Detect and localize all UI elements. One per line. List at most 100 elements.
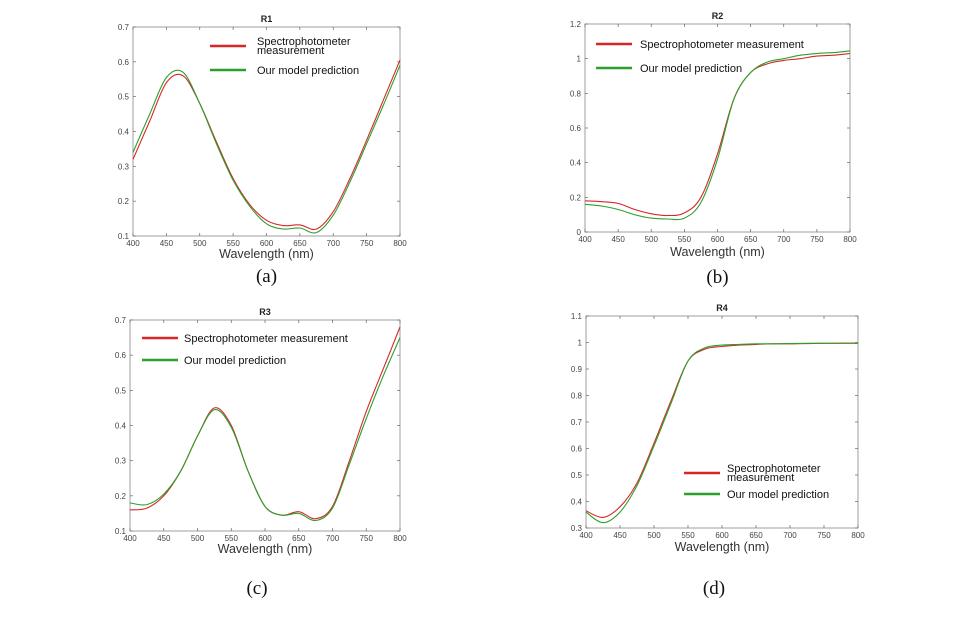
series-line-prediction — [584, 50, 851, 221]
x-tick-label: 500 — [193, 239, 207, 248]
y-tick-label: 0.6 — [571, 445, 583, 454]
y-tick-label: 0.7 — [115, 316, 127, 325]
x-tick-label: 450 — [613, 531, 627, 540]
y-tick-label: 0.4 — [571, 498, 583, 507]
y-tick-label: 0.2 — [115, 492, 127, 501]
y-tick-label: 0.5 — [118, 93, 130, 102]
x-tick-label: 600 — [258, 534, 272, 543]
x-tick-label: 750 — [360, 534, 374, 543]
x-tick-label: 450 — [157, 534, 171, 543]
x-tick-label: 500 — [647, 531, 661, 540]
x-tick-label: 700 — [327, 239, 341, 248]
y-tick-label: 0.6 — [115, 351, 127, 360]
y-tick-label: 0.7 — [118, 23, 130, 32]
x-tick-label: 550 — [681, 531, 695, 540]
chart-title: R1 — [261, 14, 273, 24]
legend-label: Spectrophotometer measurement — [640, 39, 804, 51]
legend-label: Spectrophotometer — [257, 36, 351, 48]
y-tick-label: 0.5 — [115, 386, 127, 395]
x-tick-label: 550 — [226, 239, 240, 248]
y-tick-label: 0.9 — [571, 365, 583, 374]
x-tick-label: 800 — [851, 531, 865, 540]
x-tick-label: 400 — [579, 531, 593, 540]
x-tick-label: 800 — [843, 235, 857, 244]
plot-area — [129, 319, 401, 532]
x-axis-label: Wavelength (nm) — [218, 542, 313, 556]
x-tick-label: 650 — [293, 239, 307, 248]
panel-label: (c) — [246, 578, 267, 599]
y-tick-label: 0.6 — [118, 58, 130, 67]
x-axis-label: Wavelength (nm) — [675, 540, 770, 554]
legend-label: Our model prediction — [640, 63, 742, 75]
x-axis-label: Wavelength (nm) — [670, 245, 765, 259]
series-line-prediction — [585, 342, 858, 524]
y-tick-label: 1 — [578, 339, 583, 348]
x-tick-label: 500 — [645, 235, 659, 244]
y-tick-label: 0 — [577, 228, 582, 237]
chart-title: R4 — [716, 303, 728, 313]
x-tick-label: 650 — [292, 534, 306, 543]
series-line-prediction — [129, 337, 401, 522]
legend-label: Spectrophotometer measurement — [184, 333, 348, 345]
x-tick-label: 450 — [160, 239, 174, 248]
x-tick-label: 400 — [123, 534, 137, 543]
legend-label: Our model prediction — [257, 65, 359, 77]
x-tick-label: 650 — [744, 235, 758, 244]
chart-panel-2: 400 450 500 550 600 650 700 750 800 0 0.2 0.4 0.6 0.8… — [570, 11, 857, 288]
legend-label: Spectrophotometer — [727, 463, 821, 475]
x-tick-label: 800 — [393, 534, 407, 543]
plot-area — [132, 26, 401, 237]
x-tick-label: 800 — [393, 239, 407, 248]
y-tick-label: 0.3 — [115, 457, 127, 466]
x-tick-label: 600 — [715, 531, 729, 540]
chart-panel-3: 400 450 500 550 600 650 700 750 800 0.1 0.2 0.3 0.4 0… — [115, 307, 407, 599]
y-tick-label: 1 — [577, 55, 582, 64]
y-tick-label: 0.1 — [115, 527, 127, 536]
plot-area — [584, 23, 851, 233]
legend-label: Our model prediction — [727, 489, 829, 501]
x-tick-label: 700 — [777, 235, 791, 244]
x-tick-label: 400 — [578, 235, 592, 244]
x-tick-label: 400 — [126, 239, 140, 248]
y-tick-label: 0.6 — [570, 124, 582, 133]
x-tick-label: 650 — [749, 531, 763, 540]
y-tick-label: 1.1 — [571, 312, 583, 321]
x-tick-label: 750 — [360, 239, 374, 248]
y-tick-label: 0.4 — [118, 128, 130, 137]
x-tick-label: 600 — [260, 239, 274, 248]
series-line-measurement — [584, 52, 851, 217]
x-tick-label: 550 — [678, 235, 692, 244]
y-tick-label: 0.2 — [118, 197, 130, 206]
legend-label-line2: measurement — [727, 472, 794, 484]
y-tick-label: 0.4 — [115, 422, 127, 431]
chart-title: R3 — [259, 307, 271, 317]
x-tick-label: 700 — [783, 531, 797, 540]
legend-label-line2: measurement — [257, 45, 324, 57]
panel-label: (d) — [703, 578, 725, 599]
x-tick-label: 500 — [191, 534, 205, 543]
panel-label: (b) — [706, 267, 728, 288]
y-tick-label: 0.1 — [118, 232, 130, 241]
x-tick-label: 750 — [817, 531, 831, 540]
y-tick-label: 0.3 — [571, 524, 583, 533]
x-axis-label: Wavelength (nm) — [219, 247, 314, 261]
x-tick-label: 700 — [326, 534, 340, 543]
x-tick-label: 450 — [611, 235, 625, 244]
y-tick-label: 0.4 — [570, 159, 582, 168]
legend-label: Our model prediction — [184, 355, 286, 367]
series-line-measurement — [132, 59, 401, 231]
chart-panel-4: 400 450 500 550 600 650 700 750 800 0.3 0.4 0.5 0.6 0… — [571, 303, 865, 599]
chart-panel-1: 400 450 500 550 600 650 700 750 800 0.1 0.2 0.3 0.4 0… — [118, 14, 407, 287]
chart-title: R2 — [712, 11, 724, 21]
y-tick-label: 0.8 — [570, 89, 582, 98]
y-tick-label: 0.2 — [570, 193, 582, 202]
y-tick-label: 1.2 — [570, 20, 582, 29]
y-tick-label: 0.7 — [571, 418, 583, 427]
y-tick-label: 0.5 — [571, 471, 583, 480]
panel-label: (a) — [256, 266, 277, 287]
y-tick-label: 0.8 — [571, 392, 583, 401]
series-line-prediction — [132, 65, 401, 234]
x-tick-label: 550 — [225, 534, 239, 543]
x-tick-label: 750 — [810, 235, 824, 244]
